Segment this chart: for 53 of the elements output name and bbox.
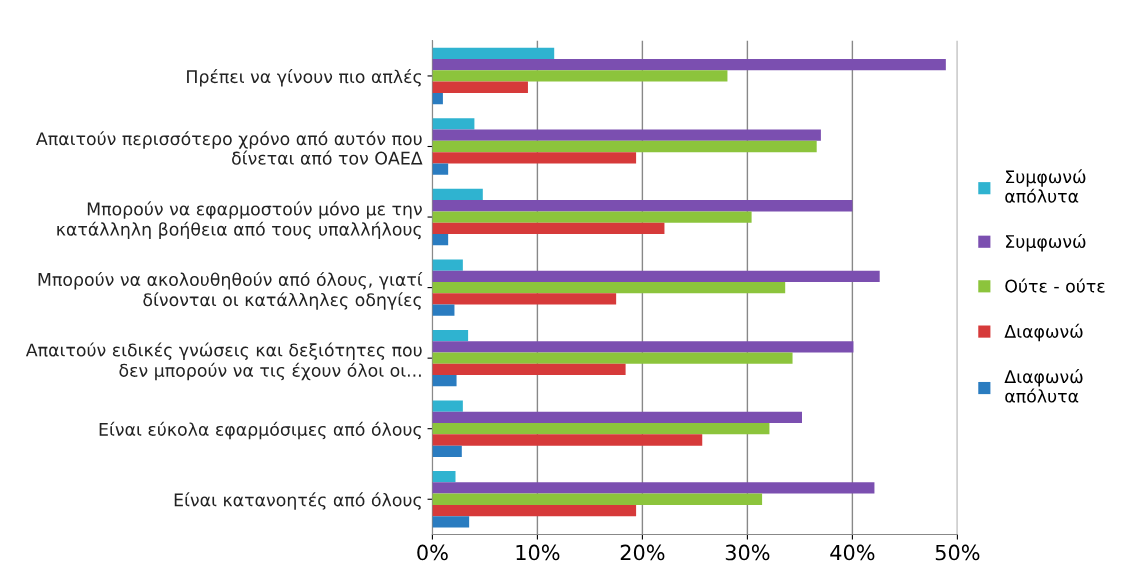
x-tick-label: 0% <box>417 544 448 561</box>
y-tick-label: Είναι εύκολα εφαρμόσιμες από όλους <box>99 421 421 440</box>
bar <box>432 423 770 435</box>
y-tick-label: Πρέπει να γίνουν πιο απλές <box>187 69 421 87</box>
bar <box>432 211 752 223</box>
bar <box>432 259 463 271</box>
bar <box>432 270 880 282</box>
bar <box>432 504 637 517</box>
x-tick-label: 20% <box>620 544 665 561</box>
bar <box>432 281 786 294</box>
bar <box>432 411 802 424</box>
bar <box>432 341 854 353</box>
legend-label: Διαφωνώ <box>1004 323 1083 342</box>
legend-label: Συμφωνώ <box>1006 233 1086 252</box>
bar <box>432 59 946 71</box>
bar <box>432 92 443 105</box>
x-tick-label: 40% <box>830 544 875 561</box>
legend-label: Συμφωνώ απόλυτα <box>1005 169 1086 203</box>
bar <box>432 222 665 234</box>
bar <box>432 493 763 505</box>
bar <box>432 233 449 246</box>
y-tick-label: Μπορούν να εφαρμοστούν μόνο με την κατάλληλη βοήθεια από τους υπαλλήλους <box>57 201 422 240</box>
legend-label: Ούτε - ούτε <box>1005 278 1105 293</box>
y-tick-label: Απαιτούν ειδικές γνώσεις και δεξιότητες που δεν μπορούν να τις έχουν όλοι οι... <box>25 342 422 381</box>
bar <box>432 70 728 82</box>
bar <box>432 329 469 342</box>
x-tick-label: 50% <box>935 544 980 561</box>
bar <box>432 118 475 130</box>
bar <box>432 140 817 153</box>
bar <box>432 352 793 364</box>
y-tick-label: Μπορούν να ακολουθηθούν από όλους, γιατί δίνονται οι κατάλληλες οδηγίες <box>38 271 423 310</box>
bar <box>432 200 853 212</box>
bar <box>432 434 703 446</box>
bar <box>432 129 821 141</box>
bar <box>432 375 457 387</box>
legend-label: Διαφωνώ απόλυτα <box>1004 369 1083 403</box>
bar <box>432 471 456 483</box>
bar <box>432 400 463 412</box>
bar <box>432 304 455 316</box>
x-tick-label: 30% <box>725 544 770 561</box>
x-tick-label: 10% <box>516 544 560 561</box>
y-tick-label: Απαιτούν περισσότερο χρόνο από αυτόν που δίνεται από τον ΟΑΕΔ <box>36 131 423 165</box>
bar <box>432 516 470 528</box>
bar <box>432 293 617 305</box>
bar <box>432 152 637 164</box>
bar <box>432 363 626 376</box>
bar <box>432 482 875 494</box>
bar <box>432 47 555 60</box>
bar <box>432 163 449 175</box>
bar <box>432 188 483 201</box>
bar <box>432 445 462 457</box>
y-tick-label: Είναι κατανοητές από όλους <box>174 492 421 510</box>
bar <box>432 81 528 93</box>
